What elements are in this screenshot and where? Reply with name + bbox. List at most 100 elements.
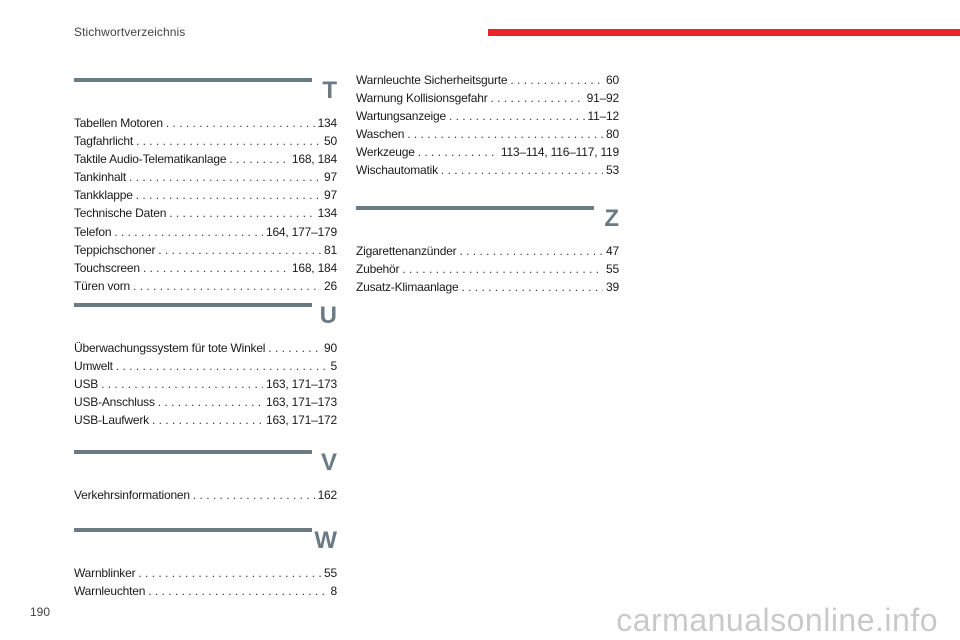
index-entry: Türen vorn 26 [74, 277, 337, 295]
entry-name: USB [74, 377, 99, 392]
entry-name: Wischautomatik [356, 163, 438, 178]
entry-name: Überwachungssystem für tote Winkel [74, 341, 266, 355]
entry-name: Waschen [356, 127, 405, 142]
index-section-t: T Tabellen Motoren 134 Tagfahrlicht 50 Tak… [74, 77, 337, 295]
entry-pages: 168, 184 [291, 260, 337, 275]
entry-pages: 26 [324, 278, 337, 293]
section-divider [74, 78, 312, 82]
entry-name: Warnleuchte Sicherheitsgurte [356, 73, 508, 87]
entry-name: Tankinhalt [74, 170, 127, 185]
watermark-text: carmanualsonline.info [616, 602, 938, 638]
entry-pages: 47 [606, 244, 619, 258]
section-letter: W [314, 527, 337, 554]
entry-pages: 168, 184 [291, 152, 337, 167]
section-letter: U [319, 302, 337, 329]
leader-dots [407, 125, 603, 143]
entry-pages: 163, 171–173 [265, 377, 337, 392]
index-entry: Touchscreen 168, 184 [74, 259, 337, 277]
entry-pages: 97 [324, 170, 337, 185]
index-entry: Werkzeuge 113–114, 116–117, 119 [356, 143, 619, 161]
entry-name: Zusatz-Klimaanlage [356, 280, 459, 295]
entry-name: Warnblinker [74, 566, 136, 580]
entry-name: Zigarettenanzünder [356, 244, 457, 258]
index-entry: Umwelt 5 [74, 357, 337, 375]
leader-dots [418, 143, 498, 161]
index-entry: Wartungsanzeige 11–12 [356, 107, 619, 125]
entry-name: Warnleuchten [74, 584, 146, 599]
leader-dots [136, 132, 321, 150]
index-entry: Überwachungssystem für tote Winkel 90 [74, 339, 337, 357]
leader-dots [510, 71, 603, 89]
page-number: 190 [30, 605, 51, 619]
section-header: Z [356, 205, 619, 246]
entry-pages: 55 [606, 262, 619, 277]
index-entry: Warnleuchten 8 [74, 582, 337, 600]
index-entry: Waschen 80 [356, 125, 619, 143]
leader-dots [148, 582, 327, 600]
leader-dots [441, 161, 603, 179]
index-entry: Warnleuchte Sicherheitsgurte 60 [356, 71, 619, 89]
leader-dots [461, 278, 603, 296]
entry-pages: 134 [317, 116, 338, 130]
section-letter: V [320, 449, 337, 476]
index-entry: USB-Anschluss 163, 171–173 [74, 393, 337, 411]
index-entry: Zigarettenanzünder 47 [356, 242, 619, 260]
section-header: T [74, 77, 337, 118]
leader-dots [158, 393, 263, 411]
index-section-v: V Verkehrsinformationen 162 [74, 449, 337, 504]
index-entry: Zusatz-Klimaanlage 39 [356, 278, 619, 296]
entry-pages: 113–114, 116–117, 119 [500, 145, 619, 160]
section-divider [74, 303, 312, 307]
entry-pages: 39 [606, 280, 619, 295]
section-divider [74, 450, 312, 454]
leader-dots [114, 223, 263, 241]
index-entry: Taktile Audio-Telematikanlage 168, 184 [74, 150, 337, 168]
leader-dots [129, 168, 321, 186]
entry-name: USB-Anschluss [74, 395, 155, 410]
page-header-title: Stichwortverzeichnis [74, 25, 186, 39]
leader-dots [143, 259, 289, 277]
entry-list: Warnleuchte Sicherheitsgurte 60 Warnung K… [356, 71, 619, 180]
leader-dots [133, 277, 321, 295]
entry-list: Zigarettenanzünder 47 Zubehör 55 Zusatz-Kl… [356, 242, 619, 296]
leader-dots [491, 89, 584, 107]
leader-dots [229, 150, 289, 168]
entry-pages: 81 [324, 242, 337, 257]
entry-pages: 163, 171–172 [265, 413, 337, 428]
entry-pages: 91–92 [586, 91, 620, 106]
entry-name: Technische Daten [74, 206, 167, 221]
entry-name: Taktile Audio-Telematikanlage [74, 152, 227, 167]
section-header: V [74, 449, 337, 490]
entry-name: USB-Laufwerk [74, 413, 149, 428]
entry-pages: 53 [606, 163, 619, 178]
entry-pages: 162 [317, 488, 338, 502]
index-entry: Tankklappe 97 [74, 186, 337, 204]
index-entry: Tabellen Motoren 134 [74, 114, 337, 132]
index-entry: USB 163, 171–173 [74, 375, 337, 393]
index-entry: Tagfahrlicht 50 [74, 132, 337, 150]
entry-name: Teppichschoner [74, 242, 156, 257]
entry-pages: 50 [324, 134, 337, 149]
entry-name: Tagfahrlicht [74, 134, 133, 149]
index-section-w-continued: Warnleuchte Sicherheitsgurte 60 Warnung K… [356, 71, 619, 180]
leader-dots [136, 186, 321, 204]
entry-pages: 90 [324, 341, 337, 355]
entry-list: Verkehrsinformationen 162 [74, 486, 337, 504]
index-entry: Warnblinker 55 [74, 564, 337, 582]
header-accent-bar [488, 29, 960, 36]
leader-dots [402, 260, 603, 278]
index-section-u: U Überwachungssystem für tote Winkel 90 U… [74, 302, 337, 429]
leader-dots [169, 204, 314, 222]
index-entry: Verkehrsinformationen 162 [74, 486, 337, 504]
entry-pages: 5 [330, 359, 338, 374]
entry-name: Umwelt [74, 359, 113, 374]
entry-list: Tabellen Motoren 134 Tagfahrlicht 50 Takti… [74, 114, 337, 295]
index-entry: USB-Laufwerk 163, 171–172 [74, 411, 337, 429]
leader-dots [116, 357, 328, 375]
entry-list: Überwachungssystem für tote Winkel 90 Umw… [74, 339, 337, 429]
entry-name: Verkehrsinformationen [74, 488, 190, 502]
section-header: U [74, 302, 337, 343]
entry-pages: 80 [606, 127, 619, 142]
entry-pages: 55 [324, 566, 337, 580]
index-entry: Technische Daten 134 [74, 204, 337, 222]
